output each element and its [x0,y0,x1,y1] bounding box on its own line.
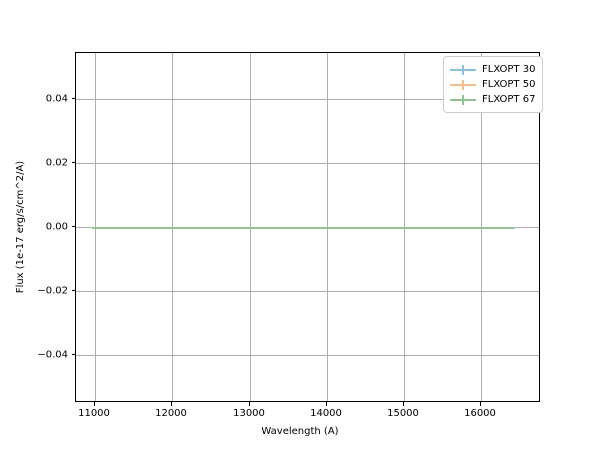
legend-item-label: FLXOPT 50 [482,79,536,90]
legend-item-label: FLXOPT 67 [482,94,536,105]
y-tick-label: 0.02 [45,157,68,169]
y-tick-mark [71,290,75,291]
y-axis-label: Flux (1e-17 erg/s/cm^2/A) [15,160,26,294]
y-tick-mark [71,98,75,99]
x-tick-mark [403,402,404,406]
y-tick-mark [71,226,75,227]
x-tick-mark [249,402,250,406]
y-tick-mark [71,354,75,355]
y-tick-label: 0.04 [45,93,68,105]
x-tick-label: 15000 [387,408,419,419]
errorbar-marker-icon [450,93,476,107]
chart-legend: FLXOPT 30 FLXOPT 50 FLXOPT 67 [443,56,544,113]
legend-item[interactable]: FLXOPT 30 [450,62,535,77]
x-tick-label: 12000 [155,408,187,419]
legend-item[interactable]: FLXOPT 67 [450,92,535,107]
y-tick-label: −0.02 [37,285,68,297]
gridline-horizontal [76,99,539,100]
x-tick-label: 13000 [233,408,265,419]
x-tick-mark [94,402,95,406]
x-tick-label: 11000 [78,408,110,419]
legend-item[interactable]: FLXOPT 50 [450,77,535,92]
gridline-horizontal [76,355,539,356]
series-line-flxopt-67 [92,227,516,229]
x-tick-mark [326,402,327,406]
x-tick-label: 14000 [310,408,342,419]
gridline-horizontal [76,291,539,292]
x-tick-mark [171,402,172,406]
gridline-horizontal [76,163,539,164]
y-tick-label: −0.04 [37,349,68,361]
y-tick-mark [71,162,75,163]
x-tick-mark [480,402,481,406]
x-tick-label: 16000 [464,408,496,419]
errorbar-marker-icon [450,78,476,92]
y-tick-label: 0.00 [45,221,68,233]
x-axis-label: Wavelength (A) [261,426,339,437]
errorbar-marker-icon [450,63,476,77]
legend-item-label: FLXOPT 30 [482,64,536,75]
